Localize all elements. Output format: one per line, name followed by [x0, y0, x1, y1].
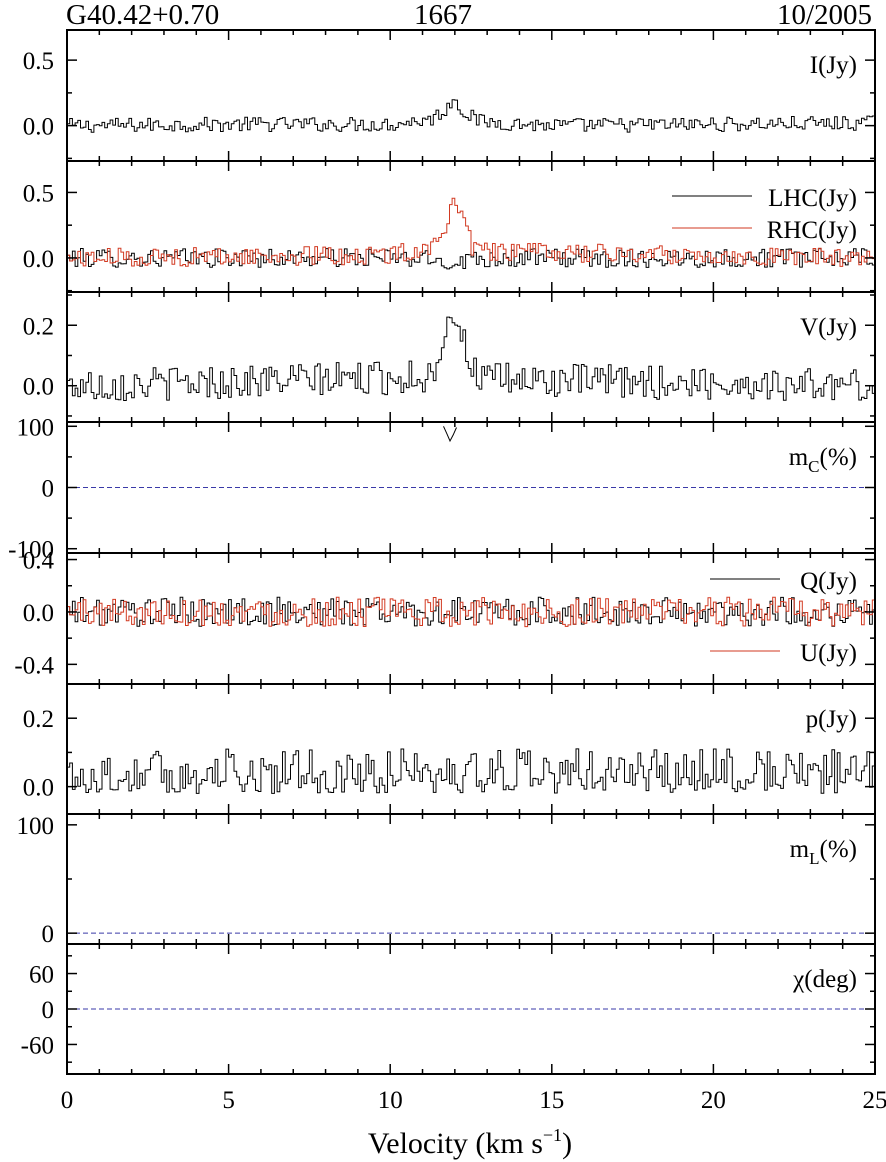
y-tick-label: 100	[17, 414, 55, 441]
x-axis-title-close: )	[562, 1127, 572, 1160]
panel-frame	[66, 291, 876, 423]
y-tick-label: -0.4	[14, 652, 54, 679]
series-m-c--trace	[443, 426, 457, 443]
y-tick-label: 0.2	[23, 706, 54, 733]
y-tick-label: 0	[42, 997, 55, 1024]
y-tick-label: 0.5	[23, 48, 54, 75]
panel-QU: 0.4 0.0 -0.4 Q(Jy) U(Jy)	[14, 548, 876, 685]
y-tick-label: 0	[42, 921, 55, 948]
y-tick-label: 0.2	[23, 313, 54, 340]
x-tick-label: 5	[222, 1087, 235, 1114]
panel-frame	[66, 160, 876, 293]
y-tick-label: 0.0	[23, 775, 54, 802]
panel-LHC_RHC: 0.5 0.0 LHC(Jy) RHC(Jy)	[23, 160, 876, 293]
panel-V: 0.2 0.0 V(Jy)	[23, 291, 876, 423]
panel-label: mC(%)	[789, 444, 857, 476]
y-tick-label: 0.0	[23, 246, 54, 273]
panel-I: 0.5 0.0 I(Jy)	[23, 29, 876, 162]
y-tick-label: 0.0	[23, 374, 54, 401]
legend-label: LHC(Jy)	[768, 185, 857, 212]
y-tick-label: 0.0	[23, 114, 54, 141]
panel-label: χ(deg)	[792, 966, 857, 993]
series-p-jy--trace	[67, 748, 875, 794]
x-axis-title-sup: −1	[543, 1125, 562, 1145]
x-tick-label: 20	[701, 1087, 726, 1114]
panel-label-sub: C	[808, 457, 819, 476]
panel-label: V(Jy)	[800, 314, 857, 341]
panel-mC: 100 0 -100 mC(%)	[8, 414, 876, 564]
x-tick-label: 25	[863, 1087, 886, 1114]
panel-mL: 100 0 mL(%)	[17, 813, 876, 948]
panel-frame	[66, 813, 876, 945]
y-tick-label: -60	[21, 1032, 54, 1059]
panel-label-sub: L	[809, 849, 819, 868]
series-v-jy--trace	[67, 316, 875, 401]
panel-label-main: I(Jy)	[810, 52, 857, 79]
panel-label-main: V(Jy)	[800, 314, 857, 341]
frequency-label: 1667	[414, 0, 472, 31]
x-axis-title-main: Velocity (km s	[368, 1127, 543, 1160]
y-tick-label: 100	[17, 813, 55, 840]
panel-frame	[66, 683, 876, 815]
series-i-jy--trace	[67, 99, 875, 133]
y-tick-label: 0.4	[23, 548, 55, 575]
panel-label-unit: (%)	[820, 444, 857, 471]
panel-label: I(Jy)	[810, 52, 857, 79]
legend-label: Q(Jy)	[800, 568, 857, 595]
panel-label-main: m	[789, 444, 809, 471]
source-name: G40.42+0.70	[66, 0, 220, 31]
legend-label: U(Jy)	[800, 640, 857, 667]
y-tick-label: -100	[8, 537, 54, 564]
observation-date: 10/2005	[776, 0, 872, 31]
y-tick-label: 0	[42, 476, 55, 503]
x-axis: 0 5 10 15 20 25	[61, 1087, 886, 1114]
panel-label: mL(%)	[790, 836, 857, 868]
y-tick-label: 0.5	[23, 180, 54, 207]
x-tick-label: 15	[539, 1087, 564, 1114]
panel-label-main: p(Jy)	[806, 706, 857, 733]
y-tick-label: 60	[29, 962, 54, 989]
panel-p: 0.2 0.0 p(Jy)	[23, 683, 876, 815]
panel-frame	[66, 29, 876, 162]
y-tick-label: 0.0	[23, 600, 54, 627]
x-axis-title: Velocity (km s−1)	[368, 1125, 572, 1160]
series-rhc-jy--trace	[67, 197, 875, 267]
panel-label-main: m	[790, 836, 810, 863]
panels-group: 0.5 0.0 I(Jy) 0.5 0.0 LHC(Jy) RHC(Jy) 0.2 0.0 V(J…	[8, 29, 876, 1075]
x-tick-label: 0	[61, 1087, 74, 1114]
legend-label: RHC(Jy)	[767, 217, 857, 244]
panel-label-unit: (%)	[820, 836, 857, 863]
panel-chi: 60 0 -60 χ(deg)	[21, 943, 876, 1075]
x-tick-label: 10	[378, 1087, 403, 1114]
series-u-jy--trace	[67, 596, 875, 628]
panel-label-main: χ(deg)	[792, 966, 857, 993]
panel-label: p(Jy)	[806, 706, 857, 733]
series-q-jy--trace	[67, 596, 875, 627]
